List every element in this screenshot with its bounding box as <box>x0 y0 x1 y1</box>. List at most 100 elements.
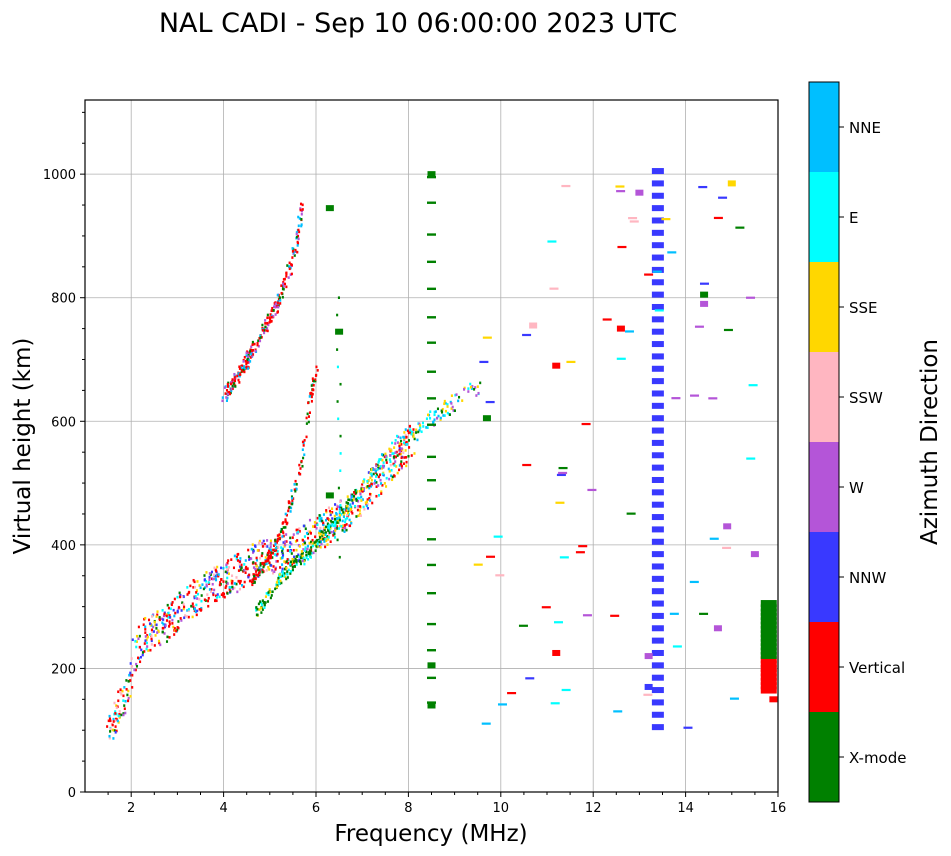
data-point <box>219 566 223 570</box>
data-point <box>144 628 147 631</box>
data-point <box>285 285 288 289</box>
data-point <box>290 489 293 492</box>
data-point <box>561 688 571 692</box>
data-point <box>318 540 321 544</box>
data-point <box>389 463 392 467</box>
data-point <box>301 554 304 558</box>
data-point <box>457 399 460 403</box>
colorbar-swatch <box>809 82 839 172</box>
data-point <box>276 552 279 556</box>
data-point <box>444 409 447 413</box>
data-point <box>249 356 252 359</box>
data-point <box>651 353 664 360</box>
data-point <box>140 648 143 652</box>
data-point <box>323 528 326 532</box>
data-point <box>341 508 344 512</box>
data-point <box>269 551 272 554</box>
data-point <box>276 537 280 541</box>
data-point <box>250 547 253 551</box>
data-point <box>200 606 203 610</box>
data-point <box>286 549 289 552</box>
data-point <box>247 351 250 355</box>
data-point <box>273 570 276 574</box>
data-point <box>699 612 709 615</box>
data-point <box>207 604 210 608</box>
data-point <box>123 704 126 707</box>
data-point <box>238 373 241 376</box>
data-point <box>229 382 232 386</box>
data-point <box>426 426 429 429</box>
data-point <box>247 367 250 370</box>
data-point <box>334 503 337 506</box>
data-point <box>651 637 664 644</box>
data-point <box>272 544 276 547</box>
data-point <box>709 537 719 540</box>
data-point <box>303 439 306 442</box>
data-point <box>115 706 118 710</box>
data-point <box>276 559 279 563</box>
data-point <box>255 608 258 612</box>
data-point <box>322 537 325 541</box>
data-point <box>760 682 777 690</box>
data-point <box>313 525 316 528</box>
data-point <box>356 496 360 500</box>
data-point <box>263 543 266 546</box>
data-point <box>261 552 264 555</box>
data-point <box>266 600 270 603</box>
data-point <box>252 566 255 569</box>
data-point <box>277 294 280 297</box>
data-point <box>276 539 279 543</box>
data-point <box>237 579 240 583</box>
data-point <box>183 616 186 620</box>
data-point <box>427 370 436 373</box>
data-point <box>282 521 285 524</box>
data-point <box>375 473 378 477</box>
data-point <box>266 553 269 557</box>
data-point <box>387 467 390 471</box>
data-point <box>374 469 377 473</box>
colorbar-swatch <box>809 532 839 622</box>
data-point <box>427 233 436 236</box>
data-point <box>322 526 325 530</box>
data-point <box>306 536 310 540</box>
data-point <box>434 410 437 413</box>
data-point <box>336 538 339 542</box>
data-point <box>402 462 405 465</box>
data-point <box>261 328 264 332</box>
data-point <box>295 563 298 566</box>
data-point <box>380 492 383 495</box>
data-point <box>243 580 246 584</box>
data-point <box>125 679 128 682</box>
data-point <box>481 722 491 725</box>
data-point <box>274 302 277 306</box>
data-point <box>297 530 300 534</box>
data-point <box>558 471 568 475</box>
data-point <box>268 556 271 560</box>
data-point <box>276 549 279 553</box>
data-point <box>117 721 120 724</box>
data-point <box>150 639 153 643</box>
data-point <box>270 319 273 323</box>
data-point <box>444 401 447 405</box>
data-point <box>177 620 180 623</box>
data-point <box>130 657 133 660</box>
data-point <box>230 558 233 561</box>
data-point <box>144 635 147 638</box>
data-point <box>261 545 264 548</box>
data-point <box>305 550 308 554</box>
data-point <box>277 298 280 301</box>
data-point <box>280 291 283 295</box>
data-point <box>258 573 261 577</box>
data-point <box>307 420 310 424</box>
data-point <box>340 513 343 516</box>
data-point <box>290 495 294 499</box>
data-point <box>303 562 306 566</box>
data-point <box>254 349 257 353</box>
data-point <box>339 452 342 455</box>
data-point <box>298 555 301 558</box>
data-point <box>651 341 664 348</box>
data-point <box>408 430 412 434</box>
data-point <box>482 415 491 422</box>
data-point <box>274 553 277 556</box>
data-point <box>187 607 190 611</box>
